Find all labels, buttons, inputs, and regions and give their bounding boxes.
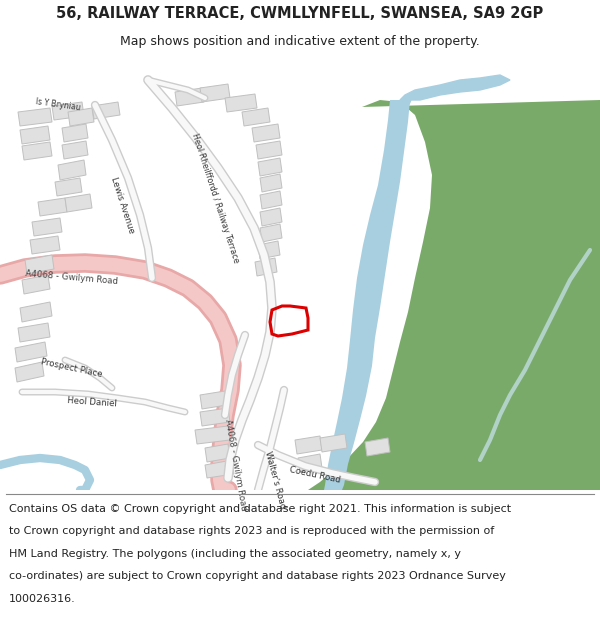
Text: Heol Rheilffordd / Railway Terrace: Heol Rheilffordd / Railway Terrace [190,132,240,264]
Polygon shape [255,258,277,276]
Polygon shape [22,142,52,160]
Polygon shape [200,84,230,102]
Polygon shape [20,126,50,144]
Polygon shape [175,88,204,106]
Text: Lewis Avenue: Lewis Avenue [109,176,136,234]
Polygon shape [320,434,347,452]
Polygon shape [18,323,50,342]
Polygon shape [365,438,390,456]
Polygon shape [324,100,410,490]
Polygon shape [18,108,52,126]
Polygon shape [260,224,282,242]
Text: Prospect Place: Prospect Place [40,357,104,379]
Polygon shape [25,255,54,274]
Polygon shape [260,191,282,209]
Text: Coedu Road: Coedu Road [289,465,341,485]
Polygon shape [52,102,84,120]
Text: Map shows position and indicative extent of the property.: Map shows position and indicative extent… [120,34,480,48]
Polygon shape [15,342,47,362]
Text: HM Land Registry. The polygons (including the associated geometry, namely x, y: HM Land Registry. The polygons (includin… [9,549,461,559]
Polygon shape [260,208,282,226]
Polygon shape [22,275,50,294]
Text: 56, RAILWAY TERRACE, CWMLLYNFELL, SWANSEA, SA9 2GP: 56, RAILWAY TERRACE, CWMLLYNFELL, SWANSE… [56,6,544,21]
Polygon shape [260,174,282,192]
Text: Contains OS data © Crown copyright and database right 2021. This information is : Contains OS data © Crown copyright and d… [9,504,511,514]
Polygon shape [252,124,280,142]
Polygon shape [55,178,82,196]
Polygon shape [38,198,67,216]
Polygon shape [200,391,227,409]
Polygon shape [205,444,230,462]
Polygon shape [15,362,44,382]
Polygon shape [62,141,88,159]
Text: A4068 - Gwilym Road: A4068 - Gwilym Road [223,419,247,511]
Polygon shape [58,160,86,180]
Polygon shape [62,124,88,142]
Polygon shape [256,141,282,159]
Text: to Crown copyright and database rights 2023 and is reproduced with the permissio: to Crown copyright and database rights 2… [9,526,494,536]
Text: Is Y Bryniau: Is Y Bryniau [35,98,81,112]
Polygon shape [258,158,282,176]
Text: Walter's Road: Walter's Road [263,450,287,510]
Polygon shape [68,108,94,126]
Polygon shape [92,102,120,119]
Text: 100026316.: 100026316. [9,594,76,604]
Text: co-ordinates) are subject to Crown copyright and database rights 2023 Ordnance S: co-ordinates) are subject to Crown copyr… [9,571,506,581]
Polygon shape [205,460,234,478]
Polygon shape [65,194,92,212]
Polygon shape [20,302,52,322]
Polygon shape [225,94,257,112]
Polygon shape [200,408,230,426]
Polygon shape [195,426,230,444]
Text: A4068 - Gwilym Road: A4068 - Gwilym Road [25,269,119,286]
Polygon shape [308,100,600,490]
Polygon shape [30,236,60,254]
Polygon shape [32,218,62,236]
Polygon shape [298,454,322,472]
Text: Heol Daniel: Heol Daniel [67,396,117,408]
Polygon shape [400,75,510,100]
Polygon shape [295,436,322,454]
Polygon shape [258,241,280,259]
Polygon shape [242,108,270,126]
